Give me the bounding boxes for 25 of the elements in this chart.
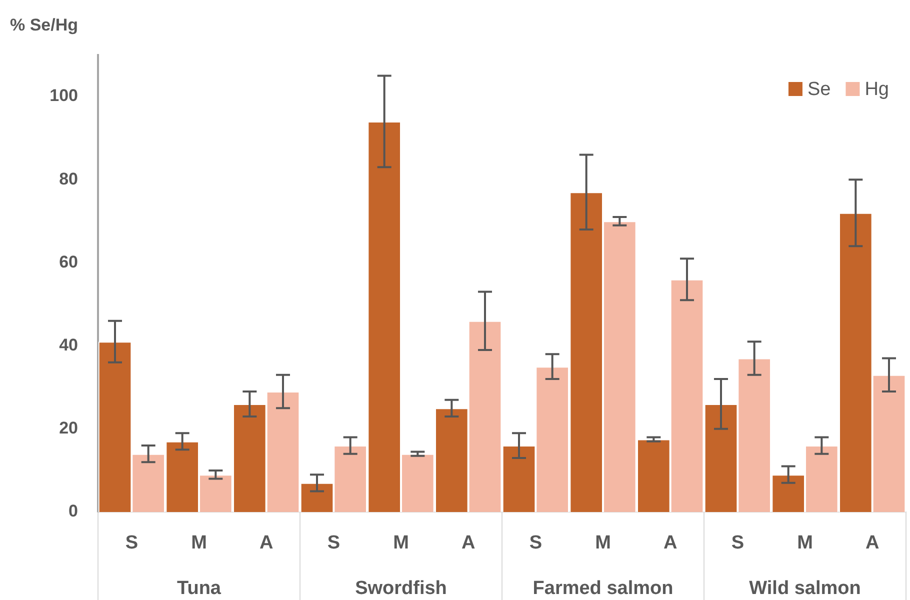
x-tick-label: A: [663, 532, 678, 554]
x-tick-label: M: [595, 532, 611, 554]
y-tick-label: 20: [59, 418, 78, 438]
x-tick-label: M: [191, 532, 207, 554]
text: Tuna: [177, 578, 222, 600]
x-tick-label: A: [461, 532, 476, 554]
x-tick-label: S: [731, 532, 744, 554]
legend-label: Hg: [864, 79, 890, 100]
text: Swordfish: [355, 578, 447, 600]
x-tick-label: M: [393, 532, 409, 554]
text: Farmed salmon: [532, 578, 674, 600]
text: Wild salmon: [749, 578, 861, 600]
x-tick-label: S: [327, 532, 340, 554]
x-tick-label: M: [797, 532, 813, 554]
y-tick-label: 0: [68, 502, 78, 521]
y-tick-label: 40: [59, 336, 78, 355]
x-tick-label: A: [865, 532, 880, 554]
y-tick-label: 100: [50, 86, 78, 106]
y-tick-label: 60: [59, 252, 78, 272]
x-tick-label: S: [529, 532, 542, 554]
x-tick-label: A: [259, 532, 274, 554]
y-axis-title: % Se/Hg: [10, 16, 78, 35]
y-tick-label: 80: [59, 169, 78, 188]
x-tick-label: S: [125, 532, 138, 554]
legend-label: Se: [807, 79, 831, 100]
